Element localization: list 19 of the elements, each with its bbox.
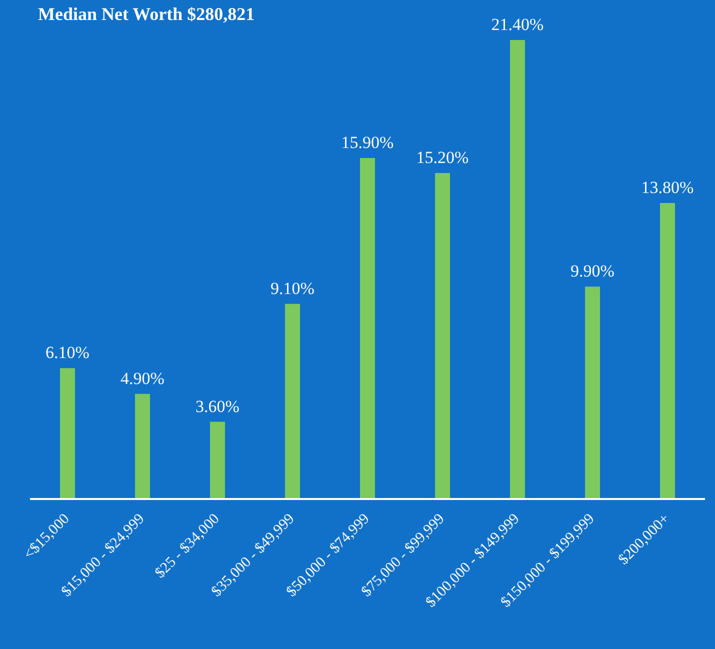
- bar: [510, 40, 525, 499]
- data-label: 9.90%: [570, 262, 614, 281]
- data-label: 6.10%: [46, 343, 90, 362]
- data-label: 3.60%: [196, 396, 240, 416]
- bar: [435, 172, 450, 499]
- data-label: 15.20%: [416, 148, 469, 167]
- bar: [360, 158, 375, 499]
- bar: [210, 422, 225, 499]
- data-label: 13.80%: [641, 178, 694, 198]
- data-label: 15.90%: [341, 132, 394, 152]
- bar: [585, 286, 600, 499]
- bar: [60, 368, 75, 499]
- chart-title: Median Net Worth $280,821: [38, 4, 255, 25]
- bar: [135, 394, 150, 499]
- data-label: 4.90%: [120, 368, 164, 388]
- data-label: 9.10%: [270, 278, 314, 298]
- bar: [660, 203, 675, 499]
- bar: [285, 304, 300, 499]
- data-label: 21.40%: [491, 15, 544, 34]
